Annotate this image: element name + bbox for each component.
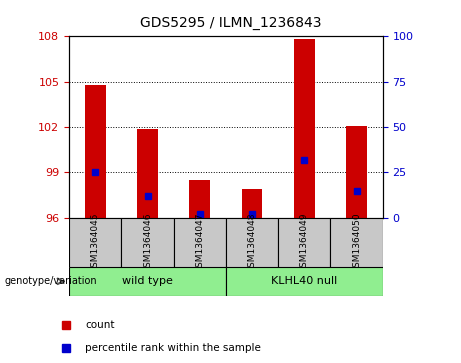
Bar (69, 218, 121, 267)
Bar (294, 39, 315, 218)
Bar (331, 218, 383, 267)
Bar (189, 180, 210, 218)
Text: wild type: wild type (122, 276, 173, 286)
Bar (85, 85, 106, 218)
Text: percentile rank within the sample: percentile rank within the sample (85, 343, 261, 352)
Text: GDS5295 / ILMN_1236843: GDS5295 / ILMN_1236843 (140, 16, 321, 30)
Text: GSM1364049: GSM1364049 (300, 212, 309, 273)
Text: genotype/variation: genotype/variation (5, 276, 97, 286)
Text: GSM1364050: GSM1364050 (352, 212, 361, 273)
Bar (346, 126, 367, 218)
Text: GSM1364047: GSM1364047 (195, 212, 204, 273)
Text: count: count (85, 321, 115, 330)
Bar (137, 129, 158, 218)
Bar (278, 218, 331, 267)
Text: GSM1364048: GSM1364048 (248, 212, 256, 273)
Bar (226, 267, 383, 296)
Text: GSM1364045: GSM1364045 (91, 212, 100, 273)
Bar (226, 218, 278, 267)
Bar (174, 218, 226, 267)
Text: GSM1364046: GSM1364046 (143, 212, 152, 273)
Text: KLHL40 null: KLHL40 null (271, 276, 337, 286)
Bar (69, 267, 226, 296)
Bar (121, 218, 174, 267)
Bar (242, 189, 262, 218)
